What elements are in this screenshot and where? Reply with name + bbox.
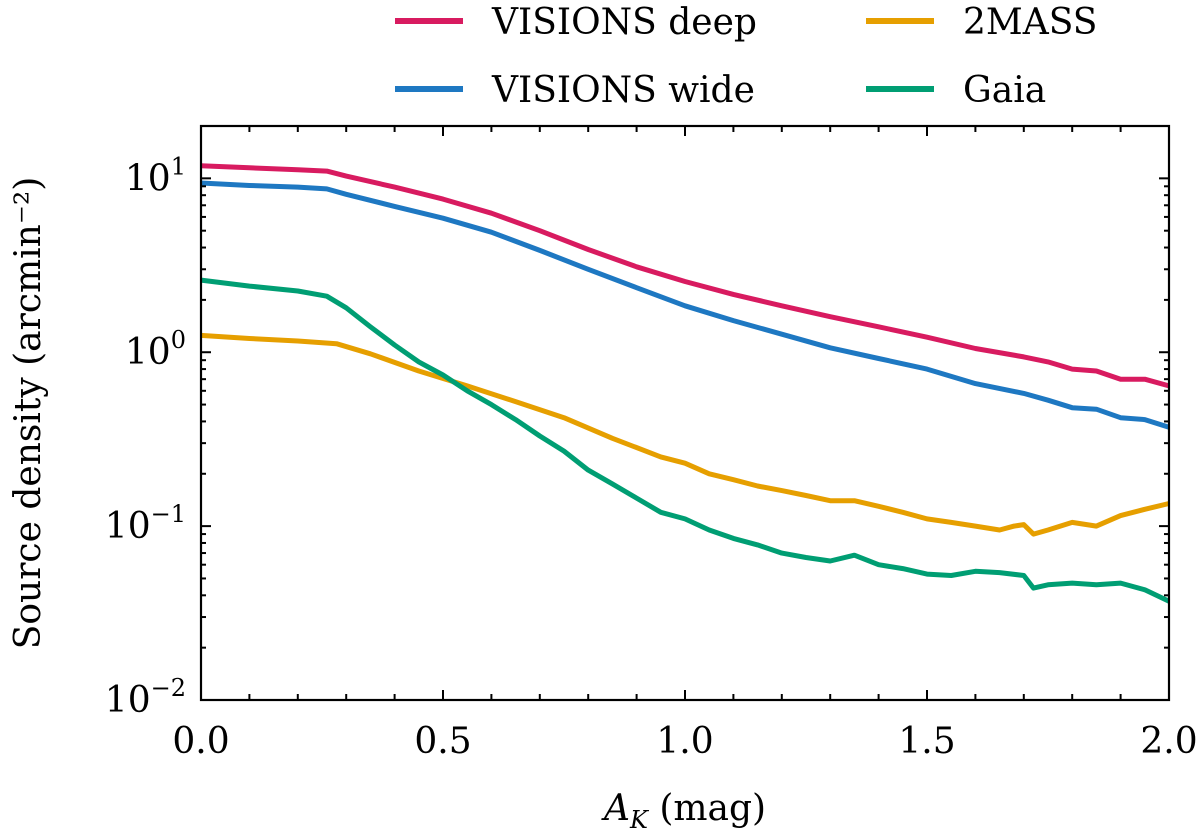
y-tick-label: 100 (125, 326, 186, 373)
plot-frame (199, 124, 1171, 702)
y-axis-label: Source density (arcmin⁻²) (8, 177, 49, 650)
x-axis-label-rest: (mag) (648, 788, 766, 829)
legend-label: 2MASS (963, 2, 1097, 43)
series-line-2mass (200, 332, 1170, 537)
legend: VISIONS deep VISIONS wide 2MASS Gaia (395, 2, 1097, 111)
tick-label-layer: 0.0 0.5 1.0 1.5 2.0 10−2 10−1 100 101 (105, 152, 1198, 762)
legend-item-2mass: 2MASS (866, 2, 1097, 43)
x-axis-label-sub: K (629, 806, 650, 834)
series-line-visions-deep (200, 163, 1170, 389)
x-tick-label: 0.0 (172, 721, 229, 762)
legend-item-gaia: Gaia (866, 70, 1046, 111)
x-axis-label: AK (mag) (601, 788, 766, 834)
tick-layer (200, 125, 1170, 701)
y-tick-label: 101 (125, 152, 186, 199)
x-tick-label: 1.0 (656, 721, 713, 762)
legend-label: VISIONS deep (491, 2, 757, 43)
legend-label: Gaia (963, 70, 1046, 111)
legend-item-visions-deep: VISIONS deep (395, 2, 757, 43)
legend-label: VISIONS wide (491, 70, 755, 111)
series-layer (200, 163, 1171, 604)
x-tick-label: 2.0 (1140, 721, 1197, 762)
x-tick-label: 1.5 (898, 721, 955, 762)
series-line-visions-wide (200, 180, 1170, 430)
x-axis-label-main: A (601, 788, 630, 829)
y-tick-label: 10−1 (105, 500, 186, 547)
y-tick-label: 10−2 (105, 674, 186, 721)
series-line-gaia (200, 277, 1171, 604)
legend-item-visions-wide: VISIONS wide (395, 70, 755, 111)
x-tick-label: 0.5 (414, 721, 471, 762)
